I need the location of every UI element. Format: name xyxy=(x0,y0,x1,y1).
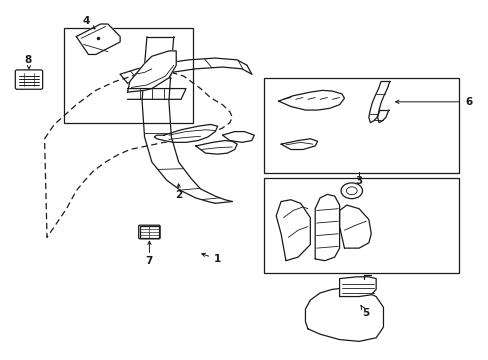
Polygon shape xyxy=(222,132,254,142)
Polygon shape xyxy=(195,140,237,154)
Polygon shape xyxy=(76,24,120,54)
Text: 4: 4 xyxy=(82,17,89,27)
FancyBboxPatch shape xyxy=(15,70,42,89)
Text: 8: 8 xyxy=(24,55,31,65)
Polygon shape xyxy=(278,90,344,110)
Text: 2: 2 xyxy=(175,190,182,201)
Polygon shape xyxy=(339,277,375,297)
Bar xyxy=(140,226,158,238)
Polygon shape xyxy=(339,205,370,248)
Circle shape xyxy=(340,183,362,199)
Text: 7: 7 xyxy=(145,256,153,266)
Polygon shape xyxy=(305,288,383,341)
Circle shape xyxy=(346,187,356,195)
Text: 3: 3 xyxy=(355,176,362,186)
Polygon shape xyxy=(276,200,310,261)
Bar xyxy=(264,78,458,173)
Bar xyxy=(264,178,458,273)
Text: 1: 1 xyxy=(214,254,221,264)
Polygon shape xyxy=(127,51,176,92)
Polygon shape xyxy=(281,139,317,149)
Polygon shape xyxy=(315,194,339,261)
Text: 5: 5 xyxy=(361,309,368,318)
Text: 6: 6 xyxy=(464,97,471,107)
Polygon shape xyxy=(154,125,217,142)
Bar xyxy=(64,28,193,123)
